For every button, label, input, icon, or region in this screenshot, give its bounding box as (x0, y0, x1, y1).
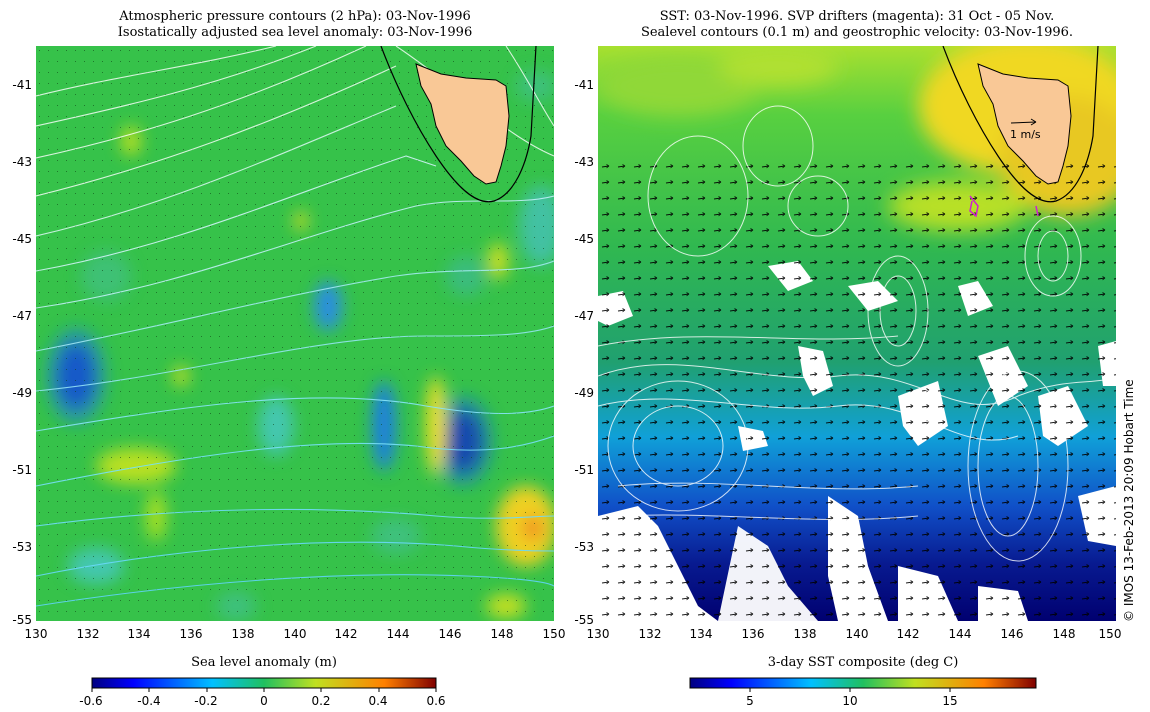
ytick: -41 (574, 78, 594, 92)
ytick: -45 (574, 232, 594, 246)
svp-drifter-track (969, 195, 979, 218)
velocity-scale-arrow (1010, 121, 1037, 124)
sea-level-anomaly-map (36, 46, 554, 621)
right-title-line1: SST: 03-Nov-1996. SVP drifters (magenta)… (659, 9, 1055, 24)
ytick: -51 (12, 463, 32, 477)
xtick: 130 (586, 627, 610, 641)
xtick: 130 (24, 627, 48, 641)
ytick: -53 (12, 540, 32, 554)
svp-drifter-track-2 (1035, 205, 1039, 217)
xtick: 134 (689, 627, 713, 641)
xtick: 142 (896, 627, 920, 641)
xtick: 148 (490, 627, 514, 641)
sla-colorbar-title: Sea level anomaly (m) (191, 655, 337, 670)
ytick: -49 (574, 386, 594, 400)
left-title-line1: Atmospheric pressure contours (2 hPa): 0… (119, 9, 471, 24)
cb-tick: 0.6 (426, 694, 446, 708)
xtick: 146 (438, 627, 462, 641)
xtick: 140 (283, 627, 307, 641)
ytick: -53 (574, 540, 594, 554)
xtick: 136 (741, 627, 765, 641)
ytick: -41 (12, 78, 32, 92)
ytick: -45 (12, 232, 32, 246)
xtick: 140 (845, 627, 869, 641)
tasmania-landmass-right (977, 63, 1072, 185)
left-map-title: Atmospheric pressure contours (2 hPa): 0… (36, 9, 554, 41)
xtick: 132 (76, 627, 100, 641)
right-map-title: SST: 03-Nov-1996. SVP drifters (magenta)… (598, 9, 1116, 41)
cb-tick: 0.4 (368, 694, 388, 708)
ytick: -49 (12, 386, 32, 400)
xtick: 138 (231, 627, 255, 641)
sealevel-contours (598, 105, 1116, 562)
xtick: 150 (542, 627, 566, 641)
ytick: -55 (12, 613, 32, 627)
ytick: -47 (574, 309, 594, 323)
cb-tick: 5 (746, 694, 754, 708)
cb-tick: -0.6 (79, 694, 103, 708)
imos-credit: © IMOS 13-Feb-2013 20:09 Hobart Time (1122, 379, 1136, 622)
velocity-scale-label: 1 m/s (1010, 128, 1041, 141)
xtick: 134 (127, 627, 151, 641)
xtick: 150 (1098, 627, 1122, 641)
sla-map-canvas (36, 46, 554, 621)
ytick: -43 (12, 155, 32, 169)
pressure-contours (36, 46, 554, 607)
sst-map: 1 m/s (598, 46, 1116, 621)
cb-tick: 10 (842, 694, 858, 708)
sst-colorbar (689, 677, 1037, 692)
xtick: 148 (1052, 627, 1076, 641)
cb-tick: 0.2 (311, 694, 331, 708)
cb-tick: -0.2 (194, 694, 218, 708)
xtick: 132 (638, 627, 662, 641)
sst-colorbar-title: 3-day SST composite (deg C) (767, 655, 959, 670)
xtick: 142 (334, 627, 358, 641)
sla-colorbar (91, 677, 437, 692)
right-title-line2: Sealevel contours (0.1 m) and geostrophi… (640, 25, 1074, 40)
geostrophic-velocity-vectors (598, 156, 1116, 621)
shelf-isobath (380, 46, 537, 203)
ytick: -55 (574, 613, 594, 627)
ytick: -51 (574, 463, 594, 477)
xtick: 144 (948, 627, 972, 641)
ytick: -47 (12, 309, 32, 323)
cb-tick: -0.4 (137, 694, 161, 708)
xtick: 146 (1000, 627, 1024, 641)
xtick: 136 (179, 627, 203, 641)
xtick: 144 (386, 627, 410, 641)
ytick: -43 (574, 155, 594, 169)
cb-tick: 0 (260, 694, 268, 708)
xtick: 138 (793, 627, 817, 641)
sst-map-canvas: 1 m/s (598, 46, 1116, 621)
cb-tick: 15 (942, 694, 958, 708)
shelf-isobath-right (942, 46, 1099, 203)
left-title-line2: Isostatically adjusted sea level anomaly… (117, 25, 473, 40)
tasmania-landmass (415, 63, 510, 185)
